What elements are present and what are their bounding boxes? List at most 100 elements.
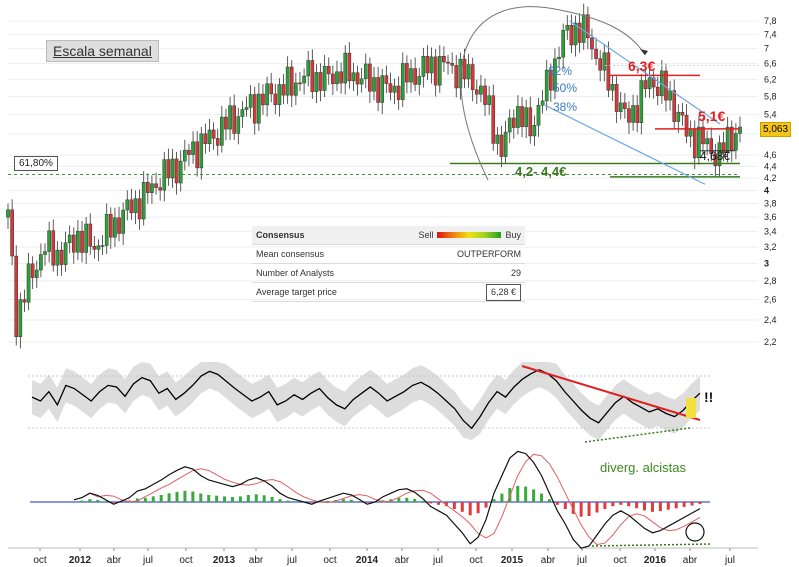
- macd-bar-down: [468, 502, 472, 516]
- candle-down: [14, 255, 19, 338]
- macd-bar-up: [230, 497, 234, 502]
- channel-upper: [569, 20, 721, 125]
- x-tick-label: jul: [724, 555, 735, 566]
- candle-down: [462, 58, 467, 80]
- candle-down: [635, 105, 639, 123]
- macd-bar-down: [611, 502, 615, 507]
- x-tick-label: oct: [33, 555, 47, 566]
- candle-up: [581, 14, 586, 43]
- candle-down: [454, 65, 459, 89]
- candle-up: [183, 149, 187, 162]
- candle-up: [688, 128, 693, 137]
- candle-down: [368, 63, 372, 92]
- osc-line: [31, 369, 701, 430]
- candle-up: [417, 76, 422, 85]
- candle-up: [458, 58, 463, 89]
- candle-up: [359, 78, 364, 85]
- y-tick-label: 2,8: [764, 276, 777, 286]
- candle-up: [738, 126, 742, 134]
- candle-down: [298, 82, 302, 85]
- osc-highlight: [686, 398, 696, 418]
- macd-bar-up: [397, 498, 401, 502]
- macd-bar-down: [650, 502, 654, 512]
- x-tick-label: oct: [323, 555, 337, 566]
- support-zone-label: 4,2- 4,4€: [515, 164, 566, 179]
- candle-up: [618, 102, 623, 112]
- x-axis-ticks: oct 2012 abr jul oct 2013 abr jul oct 2014 abr jul o…: [8, 547, 758, 566]
- candle-up: [717, 142, 722, 167]
- candle-down: [388, 83, 393, 93]
- y-tick-label: 6,2: [764, 74, 777, 84]
- macd-bar-up: [270, 496, 274, 502]
- candle-up: [285, 66, 290, 96]
- candle-down: [606, 52, 611, 91]
- candle-up: [121, 209, 125, 234]
- target-price-label: Average target price: [256, 287, 337, 297]
- macd-bar-down: [674, 502, 678, 509]
- candle-down: [577, 22, 582, 43]
- macd-bar-down: [484, 502, 488, 508]
- y-tick-label: 4,6: [764, 150, 777, 160]
- candle-up: [557, 56, 561, 60]
- analysts-label: Number of Analysts: [256, 268, 335, 278]
- candle-up: [96, 245, 101, 250]
- candle-down: [273, 93, 278, 105]
- candle-down: [109, 213, 113, 238]
- y-tick-label: 2,2: [764, 337, 777, 347]
- x-tick-label: oct: [469, 555, 483, 566]
- candle-up: [343, 52, 348, 84]
- candle-down: [22, 299, 27, 303]
- candle-down: [627, 108, 631, 123]
- candle-up: [125, 199, 130, 211]
- candle-down: [499, 134, 504, 157]
- candle-up: [516, 106, 520, 128]
- candle-down: [80, 230, 84, 253]
- macd-support-line: [591, 543, 713, 547]
- candle-down: [709, 138, 714, 154]
- candle-up: [26, 263, 31, 303]
- macd-bar-up: [381, 500, 385, 502]
- candle-down: [384, 75, 389, 84]
- level-51-label: 5,1€: [698, 108, 725, 124]
- candle-up: [277, 84, 282, 105]
- candle-down: [643, 80, 648, 89]
- candle-up: [100, 245, 105, 247]
- y-tick-label: 4: [764, 185, 769, 195]
- candle-down: [232, 105, 236, 134]
- macd-bar-up: [151, 496, 155, 502]
- candle-up: [141, 182, 146, 220]
- candle-up: [479, 85, 483, 95]
- macd-bar-down: [460, 502, 464, 512]
- macd-bar-down: [444, 502, 448, 507]
- fib-38-label: 38%: [553, 100, 577, 114]
- level-63-label: 6,3€: [628, 58, 655, 74]
- candle-up: [228, 105, 232, 130]
- candle-up: [67, 234, 72, 243]
- candle-up: [314, 72, 319, 92]
- candle-down: [655, 86, 660, 96]
- macd-bar-up: [326, 500, 330, 502]
- candle-up: [39, 254, 43, 271]
- macd-bar-up: [357, 501, 361, 502]
- candle-down: [713, 153, 718, 167]
- macd-circle: [685, 522, 705, 542]
- current-price-badge: 5,063: [760, 122, 792, 137]
- candle-down: [252, 94, 257, 124]
- oscillator-panel: !!: [28, 362, 713, 443]
- x-tick-label: 2014: [356, 555, 379, 566]
- candle-down: [129, 199, 134, 214]
- candle-up: [178, 160, 183, 184]
- macd-bar-down: [429, 502, 433, 504]
- osc-band: [32, 362, 700, 440]
- candle-down: [680, 111, 685, 116]
- candle-down: [413, 68, 417, 85]
- x-tick-label: 2015: [501, 555, 524, 566]
- candle-up: [400, 63, 405, 100]
- candle-up: [573, 22, 578, 46]
- candle-up: [236, 116, 241, 134]
- analysts-value: 29: [510, 268, 521, 278]
- x-tick-label: abr: [395, 555, 410, 566]
- candle-down: [483, 85, 487, 105]
- macd-bar-up: [183, 490, 187, 502]
- candle-up: [647, 77, 652, 89]
